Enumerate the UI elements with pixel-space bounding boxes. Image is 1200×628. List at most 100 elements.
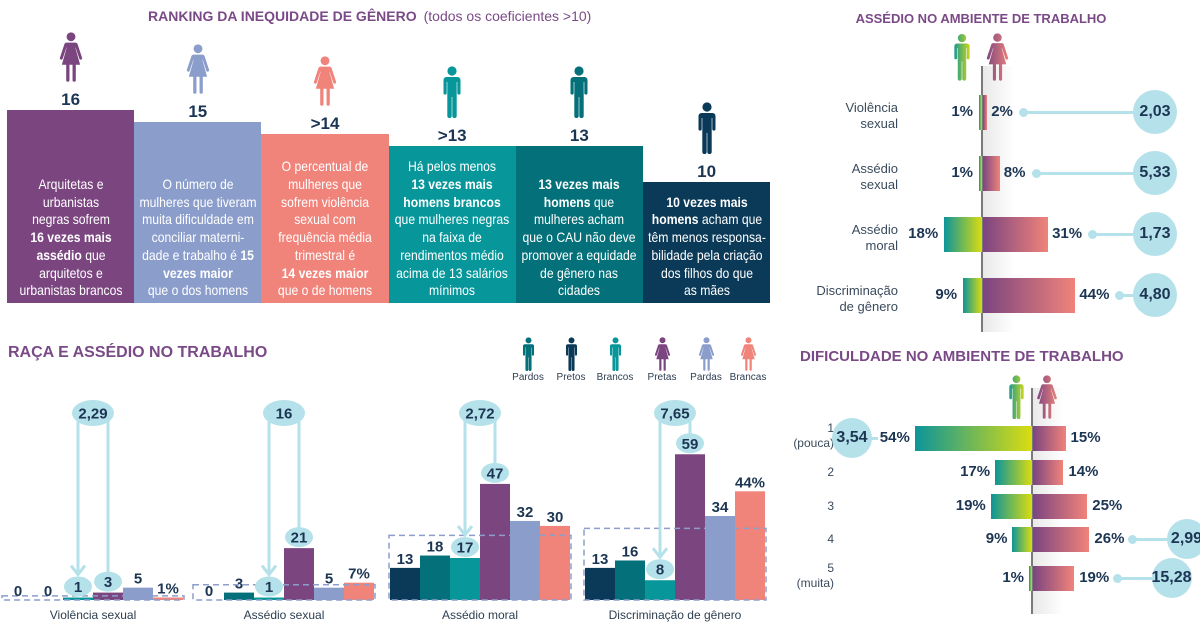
bar-value-label: 13 xyxy=(397,551,414,568)
female-percent: 8% xyxy=(1003,164,1026,181)
highlight-text: 13 vezes mais xyxy=(538,176,621,193)
level-label: 1 (pouca) xyxy=(790,421,834,451)
arrow-down-icon xyxy=(69,564,87,577)
race-bar xyxy=(480,483,510,600)
female-bar xyxy=(983,94,988,130)
level-number: 2 xyxy=(827,464,834,479)
race-bar xyxy=(254,597,284,600)
description-line: sofrem violência xyxy=(261,194,388,212)
description-text: promover a equidade xyxy=(521,246,637,263)
woman-icon xyxy=(654,337,671,371)
connector-line xyxy=(870,436,878,440)
category-label: Violência sexual xyxy=(50,608,137,622)
highlight-bubble xyxy=(285,527,313,548)
ranking-title-text: RANKING DA INEQUIDADE DE GÊNERO xyxy=(148,8,417,24)
ranking-value: 13 xyxy=(569,126,589,146)
description-line: Há pelos menos xyxy=(389,158,516,176)
description-text: mulheres que xyxy=(288,176,362,193)
row-label-line: moral xyxy=(865,238,898,253)
highlight-text: assédio xyxy=(36,246,82,263)
description-text: negras sofrem xyxy=(31,211,110,228)
description-text: muita dificuldade em xyxy=(141,211,254,228)
connector-line xyxy=(1119,293,1136,297)
male-percent: 1% xyxy=(1002,569,1024,586)
ratio-bubble: 4,80 xyxy=(1133,273,1177,317)
connector-line xyxy=(1023,110,1136,114)
race-group: 2,72 13 18 17 47 32 30 Assédio moral xyxy=(388,400,572,622)
bar-value-label: 32 xyxy=(517,504,534,521)
race-bar xyxy=(585,567,615,600)
row-label: Violência sexual xyxy=(790,100,898,132)
description-line: mulheres acham xyxy=(516,211,643,229)
description-text: O número de xyxy=(162,176,234,193)
description-text: acima de 13 salários xyxy=(396,264,509,281)
description-line: O percentual de xyxy=(261,158,388,176)
description-text: bilidade pela criação xyxy=(651,246,763,263)
description-text: sexual com xyxy=(294,211,356,228)
description-text: cidades xyxy=(558,282,601,299)
center-axis xyxy=(981,66,983,332)
ranking-bar: O número de mulheres que tiveram muita dif… xyxy=(134,121,262,303)
description-line: arquitetos e xyxy=(7,265,134,283)
ratio-value: 16 xyxy=(276,406,293,423)
arrow-down-icon xyxy=(651,547,669,560)
description-line: vezes maior xyxy=(134,265,261,283)
connector-dot xyxy=(1113,573,1122,583)
ratio-bubble: 3,54 xyxy=(832,418,872,458)
male-percent: 1% xyxy=(951,164,973,181)
race-bar xyxy=(153,597,183,600)
description-line: acima de 13 salários xyxy=(389,265,516,283)
ratio-value: 7,65 xyxy=(660,406,689,423)
average-box xyxy=(1,595,185,601)
woman-icon xyxy=(312,56,338,106)
description-line: que mulheres negras xyxy=(389,211,516,229)
bar-value-label: 8 xyxy=(656,562,664,579)
bar-value-label: 13 xyxy=(592,551,609,568)
description-line: as mães xyxy=(643,282,770,300)
difficulty-section: DIFICULDADE NO AMBIENTE DE TRABALHO 1 (po… xyxy=(790,340,1200,628)
highlight-text: 15 xyxy=(240,246,254,263)
highlight-text: 14 vezes maior xyxy=(281,264,369,281)
man-icon xyxy=(697,102,717,155)
bar-value-label: 17 xyxy=(457,540,474,557)
female-percent: 15% xyxy=(1070,429,1101,446)
harassment-section: ASSÉDIO NO AMBIENTE DE TRABALHO Violênci… xyxy=(790,0,1200,335)
man-icon xyxy=(442,66,462,119)
row-label-line: Discriminação xyxy=(816,283,898,298)
description-line: homens brancos xyxy=(389,194,516,212)
description-text: O percentual de xyxy=(281,158,369,175)
description-text: que mulheres negras xyxy=(394,211,510,228)
ranking-section: RANKING DA INEQUIDADE DE GÊNERO (todos os… xyxy=(0,0,785,310)
description-line: trimestral é xyxy=(261,247,388,265)
ratio-bubble: 5,33 xyxy=(1133,151,1177,195)
bar-value-label: 3 xyxy=(104,574,112,591)
race-bar xyxy=(705,516,735,600)
highlight-text: 10 vezes mais xyxy=(665,193,748,210)
bar-value-label: 59 xyxy=(682,436,699,453)
description-line: mulheres que xyxy=(261,176,388,194)
description-text: de gênero nas xyxy=(540,264,619,281)
male-percent: 54% xyxy=(879,429,910,446)
level-label: 4 xyxy=(790,532,834,547)
description-line: mínimos xyxy=(389,282,516,300)
description-line: 13 vezes mais xyxy=(389,176,516,194)
female-bar xyxy=(1033,493,1088,519)
bar-value-label: 1 xyxy=(265,579,273,596)
connector-dot xyxy=(1032,168,1041,178)
description-text: que xyxy=(590,193,615,210)
description-line: rendimentos médio xyxy=(389,247,516,265)
ranking-bar: Há pelos menos 13 vezes mais homens branco… xyxy=(388,146,516,303)
level-number: 4 xyxy=(827,531,834,546)
description-text: conciliar materni- xyxy=(151,229,245,246)
level-label: 2 xyxy=(790,465,834,480)
connector-dot xyxy=(1088,229,1097,239)
female-percent: 26% xyxy=(1094,530,1125,547)
average-box xyxy=(388,534,572,601)
race-bar xyxy=(450,558,480,600)
ranking-description: 13 vezes mais homens que mulheres acham que… xyxy=(516,176,643,300)
male-bar xyxy=(963,277,982,313)
row-label-line: Assédio xyxy=(851,222,898,237)
ranking-bar: 13 vezes mais homens que mulheres acham que… xyxy=(515,146,643,303)
description-text: urbanistas brancos xyxy=(19,282,123,299)
ranking-value: 15 xyxy=(188,101,208,121)
